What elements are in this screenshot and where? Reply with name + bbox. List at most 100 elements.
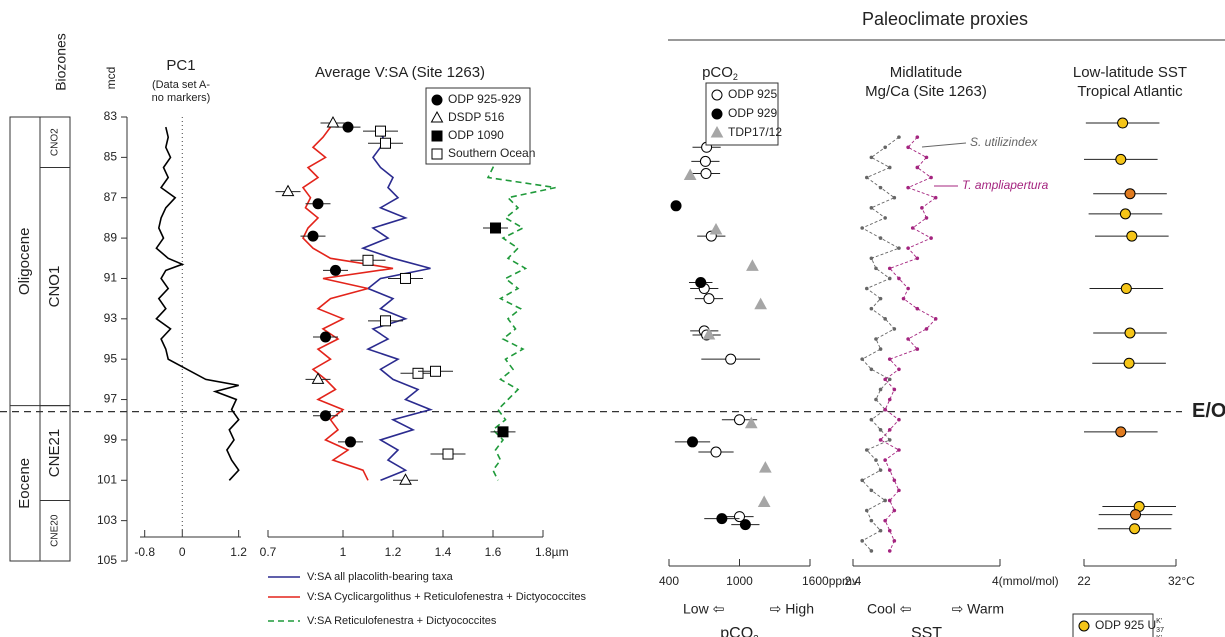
data-dot — [887, 468, 892, 472]
panel-title: PC1 — [166, 57, 195, 74]
marker — [683, 168, 697, 181]
depth-tick-label: 99 — [104, 432, 118, 446]
data-dot — [897, 367, 901, 372]
data-dot — [892, 195, 897, 200]
eo-label: E/O — [1192, 400, 1225, 422]
data-dot — [892, 478, 897, 483]
marker — [399, 473, 412, 485]
marker — [687, 436, 698, 448]
marker — [744, 416, 758, 429]
data-dot — [887, 266, 892, 271]
marker — [320, 410, 331, 422]
marker — [757, 495, 771, 507]
data-dot — [892, 539, 897, 543]
x-tick-label: 1.2 — [385, 545, 402, 559]
legend-label: V:SA all placolith-bearing taxa — [307, 571, 454, 583]
legend-label: TDP17/12 — [728, 125, 782, 139]
depth-tick-label: 87 — [104, 190, 118, 204]
panel-title: Tropical Atlantic — [1077, 83, 1183, 100]
marker — [490, 222, 501, 234]
data-dot — [869, 367, 874, 372]
marker — [342, 121, 354, 133]
marker — [759, 461, 772, 473]
data-dot — [887, 397, 892, 402]
data-dot — [897, 448, 901, 452]
data-dot — [887, 528, 892, 533]
panel-title: Low-latitude SST — [1073, 64, 1187, 81]
legend-label: ODP 929 UK'37 — [1095, 635, 1164, 637]
axis-label-subscript: 2 — [753, 634, 759, 637]
marker — [442, 448, 454, 460]
data-dot — [874, 266, 878, 271]
panel-title: Midlatitude — [890, 64, 963, 81]
x-tick-label: 4(mmol/mol) — [992, 574, 1059, 588]
zone-label: CNE21 — [46, 429, 63, 477]
x-tick-label: 1000 — [726, 574, 753, 588]
x-tick-label: 32°C — [1168, 574, 1195, 588]
x-tick-label: 0.7 — [260, 545, 277, 559]
data-dot — [869, 256, 874, 261]
zone-label: CNO1 — [46, 266, 63, 308]
legend-label: ODP 925 — [728, 87, 777, 101]
data-dot — [874, 458, 878, 462]
data-dot — [869, 488, 874, 493]
depth-tick-label: 93 — [104, 311, 118, 325]
data-dot — [915, 306, 920, 311]
legend-box — [1072, 613, 1154, 637]
data-dot — [901, 296, 906, 301]
legend-label: ODP 929 — [728, 106, 777, 120]
marker — [311, 372, 325, 384]
marker — [695, 276, 707, 288]
legend-marker — [431, 130, 443, 142]
data-dot — [915, 165, 920, 170]
marker — [725, 353, 737, 365]
direction-label: ⇨ Warm — [952, 601, 1004, 617]
legend-label: V:SA Reticulofenestra + Dictyococcites — [307, 615, 497, 627]
epoch-label: Eocene — [16, 458, 33, 509]
data-dot — [883, 518, 887, 523]
data-dot — [869, 306, 874, 311]
data-dot — [878, 185, 883, 190]
data-dot — [906, 246, 910, 250]
data-dot — [864, 175, 869, 180]
data-dot — [887, 165, 892, 170]
data-dot — [864, 508, 869, 513]
x-tick-label: 1600ppmv — [802, 574, 858, 588]
legend-label: Southern Ocean — [448, 146, 535, 160]
header: Paleoclimate proxies — [862, 9, 1028, 29]
biozones-title: Biozones — [53, 33, 69, 91]
depth-tick-label: 103 — [97, 513, 117, 527]
data-dot — [887, 549, 892, 553]
marker — [345, 436, 356, 448]
data-dot — [897, 276, 901, 281]
data-dot — [892, 508, 897, 513]
zone-label: CNO2 — [50, 128, 61, 156]
data-dot — [887, 498, 892, 503]
x-tick-label: 1.4 — [435, 545, 452, 559]
annotation: T. ampliapertura — [962, 178, 1049, 192]
depth-tick-label: 89 — [104, 230, 118, 244]
x-tick-label: 400 — [659, 574, 679, 588]
data-dot — [874, 337, 878, 341]
marker — [739, 519, 751, 531]
marker — [497, 426, 509, 438]
data-dot — [860, 539, 864, 543]
legend-marker — [431, 94, 443, 106]
data-dot — [883, 407, 887, 412]
legend-label: ODP 925 UK' 37 — [1095, 618, 1164, 634]
depth-tick-label: 83 — [104, 109, 118, 123]
data-dot — [887, 357, 892, 361]
depth-axis-label: mcd — [104, 67, 118, 90]
legend-marker — [1078, 620, 1090, 632]
legend-subscript: 37 — [1156, 627, 1164, 634]
legend-marker — [430, 110, 444, 123]
data-dot — [924, 155, 929, 160]
x-tick-label: -0.8 — [134, 545, 155, 559]
depth-tick-label: 85 — [104, 150, 118, 164]
data-dot — [864, 286, 869, 291]
marker — [1129, 523, 1141, 535]
marker — [1124, 327, 1136, 339]
marker — [702, 327, 716, 340]
data-dot — [874, 397, 878, 402]
x-tick-label: 2.4 — [845, 574, 862, 588]
